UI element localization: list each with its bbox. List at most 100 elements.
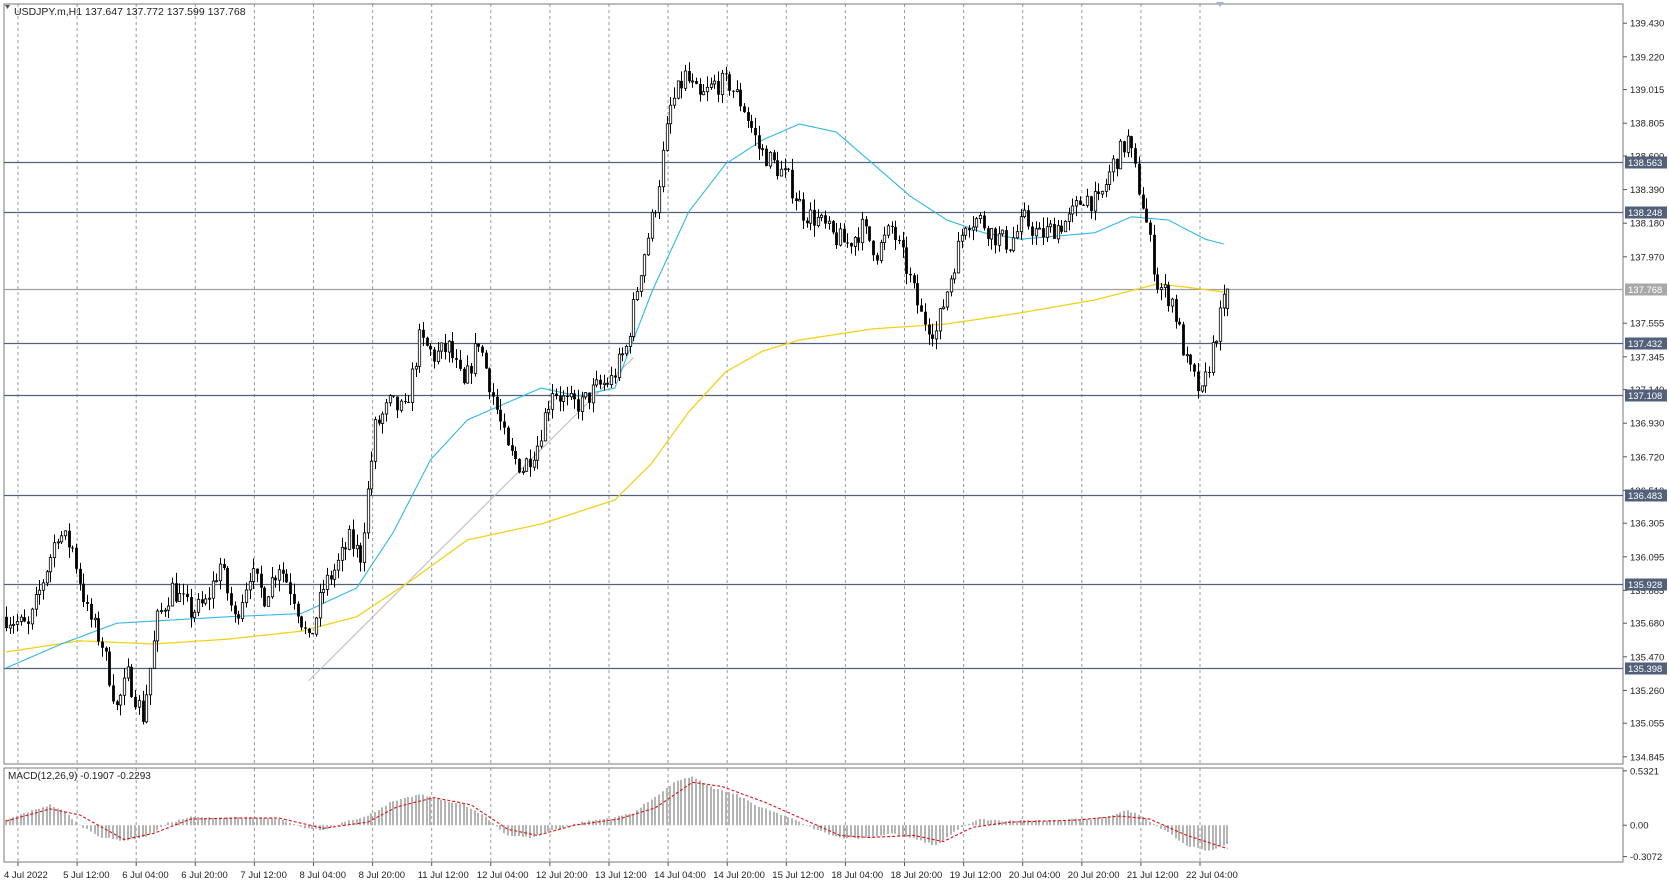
candle[interactable] — [1011, 226, 1016, 253]
candle[interactable] — [5, 606, 8, 632]
candle[interactable] — [1111, 155, 1116, 182]
candle[interactable] — [783, 158, 788, 178]
candle[interactable] — [1070, 198, 1075, 223]
candle[interactable] — [34, 586, 39, 617]
candle[interactable] — [566, 386, 569, 406]
candle[interactable] — [646, 233, 651, 256]
candle[interactable] — [251, 558, 256, 590]
candle[interactable] — [108, 646, 111, 688]
candle[interactable] — [297, 601, 300, 624]
candle[interactable] — [580, 391, 585, 421]
candle[interactable] — [860, 211, 865, 251]
candle[interactable] — [1085, 188, 1090, 208]
candle[interactable] — [344, 541, 347, 561]
candle[interactable] — [27, 616, 30, 635]
candle[interactable] — [924, 303, 927, 331]
candle[interactable] — [332, 563, 337, 588]
candle[interactable] — [956, 232, 961, 274]
candle[interactable] — [300, 615, 303, 631]
candle[interactable] — [624, 344, 629, 357]
candle[interactable] — [808, 202, 813, 231]
candle[interactable] — [628, 332, 633, 354]
candle[interactable] — [594, 370, 599, 388]
candle[interactable] — [1015, 224, 1020, 240]
candle[interactable] — [211, 571, 216, 609]
candle[interactable] — [1082, 203, 1085, 206]
candle[interactable] — [524, 457, 529, 472]
candle[interactable] — [938, 308, 943, 340]
candle[interactable] — [949, 275, 954, 297]
candle[interactable] — [97, 611, 100, 646]
candle[interactable] — [1048, 219, 1053, 233]
candle[interactable] — [971, 216, 976, 241]
candle[interactable] — [410, 362, 415, 411]
ma-slow-line[interactable] — [5, 283, 1224, 653]
candle[interactable] — [270, 567, 275, 599]
candle[interactable] — [754, 117, 757, 146]
candle[interactable] — [879, 239, 884, 264]
candle[interactable] — [144, 684, 149, 724]
candle[interactable] — [1170, 297, 1175, 313]
candle[interactable] — [366, 481, 371, 539]
candle[interactable] — [1208, 366, 1211, 378]
candle[interactable] — [1197, 362, 1200, 399]
candle[interactable] — [444, 334, 447, 360]
candle[interactable] — [311, 632, 314, 635]
candle[interactable] — [688, 62, 691, 84]
candle[interactable] — [902, 231, 905, 258]
candle[interactable] — [248, 572, 253, 600]
candle[interactable] — [1053, 217, 1056, 239]
candle[interactable] — [19, 614, 24, 626]
candle[interactable] — [701, 84, 706, 96]
candle[interactable] — [82, 573, 85, 608]
candle[interactable] — [285, 569, 288, 583]
candle[interactable] — [399, 399, 404, 413]
candle[interactable] — [1214, 340, 1219, 348]
candle[interactable] — [1116, 158, 1119, 177]
candle[interactable] — [514, 446, 517, 465]
candle[interactable] — [155, 608, 160, 652]
candle[interactable] — [743, 103, 746, 113]
candle[interactable] — [920, 298, 923, 312]
candle[interactable] — [668, 96, 673, 134]
candle[interactable] — [1193, 363, 1196, 377]
candle[interactable] — [1145, 198, 1148, 223]
candle[interactable] — [535, 436, 540, 470]
candle[interactable] — [853, 235, 858, 256]
candle[interactable] — [1153, 224, 1156, 282]
candle[interactable] — [819, 213, 824, 222]
candle[interactable] — [797, 190, 802, 202]
candle[interactable] — [485, 350, 488, 370]
candle[interactable] — [876, 252, 879, 265]
candle[interactable] — [166, 597, 171, 619]
candle[interactable] — [978, 212, 983, 224]
candle[interactable] — [52, 534, 57, 568]
candle[interactable] — [591, 377, 596, 413]
candle[interactable] — [690, 73, 695, 88]
candle[interactable] — [369, 451, 374, 496]
candle[interactable] — [1034, 221, 1039, 245]
candle[interactable] — [37, 580, 42, 605]
candle[interactable] — [23, 609, 26, 623]
candle[interactable] — [407, 394, 410, 403]
candle[interactable] — [1134, 143, 1137, 168]
candle[interactable] — [1225, 288, 1230, 317]
candle[interactable] — [747, 107, 750, 129]
candle[interactable] — [1126, 129, 1131, 157]
candle[interactable] — [776, 151, 779, 180]
candle[interactable] — [130, 664, 133, 698]
candle[interactable] — [1097, 183, 1100, 201]
candle[interactable] — [59, 531, 64, 545]
candle[interactable] — [614, 368, 617, 384]
candle[interactable] — [226, 566, 229, 601]
candle[interactable] — [488, 367, 491, 400]
candle[interactable] — [905, 236, 908, 285]
candle[interactable] — [63, 530, 68, 540]
macd-signal-line[interactable] — [5, 781, 1228, 850]
candle[interactable] — [712, 74, 717, 89]
candle[interactable] — [68, 523, 71, 558]
candle[interactable] — [824, 210, 827, 229]
candle[interactable] — [134, 690, 137, 710]
candle[interactable] — [152, 630, 157, 669]
candle[interactable] — [934, 321, 939, 350]
